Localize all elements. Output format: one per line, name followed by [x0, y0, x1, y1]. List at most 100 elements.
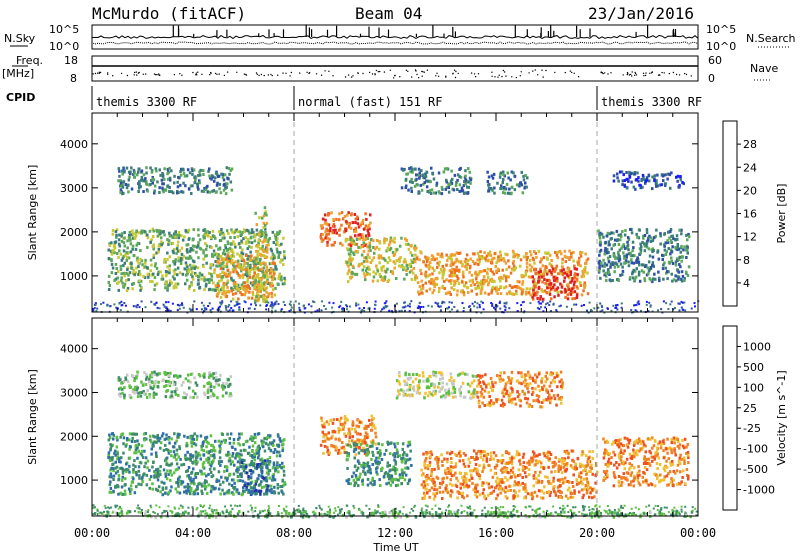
echo-cell [430, 280, 433, 283]
echo-cell [437, 190, 440, 194]
nave-dot [223, 74, 226, 77]
nave-dot [534, 69, 536, 71]
echo-cell [249, 437, 252, 441]
echo-cell [137, 170, 140, 174]
echo-cell [184, 458, 188, 462]
echo-cell [242, 489, 245, 493]
echo-cell [273, 262, 276, 266]
echo-cell [167, 451, 171, 455]
ground-scatter-cell [92, 309, 95, 312]
echo-cell [223, 252, 227, 256]
echo-cell [123, 468, 126, 472]
echo-cell [144, 177, 147, 181]
echo-cell [132, 168, 136, 172]
echo-cell [372, 275, 376, 279]
nave-dot [344, 76, 347, 78]
echo-cell [652, 277, 655, 281]
echo-cell [197, 275, 201, 279]
echo-cell [181, 480, 185, 484]
ground-scatter-cell [363, 307, 365, 309]
echo-cell [581, 269, 584, 273]
echo-cell [667, 247, 670, 251]
echo-cell [227, 257, 231, 261]
echo-cell [617, 265, 620, 269]
nave-dot [158, 73, 160, 75]
echo-cell [363, 434, 367, 438]
echo-cell [420, 188, 424, 192]
echo-cell [250, 492, 253, 496]
echo-cell [503, 187, 506, 191]
ground-scatter-cell [320, 309, 323, 312]
echo-cell [266, 459, 269, 463]
echo-cell [283, 481, 286, 485]
echo-cell [231, 248, 234, 252]
ground-scatter-cell [677, 302, 680, 305]
echo-cell [432, 177, 436, 181]
ground-scatter-cell [404, 309, 406, 312]
echo-cell [379, 275, 382, 278]
nave-dot [690, 75, 692, 77]
echo-cell [252, 274, 255, 278]
echo-cell [636, 258, 639, 262]
echo-cell [637, 260, 641, 264]
echo-cell [253, 239, 257, 243]
echo-cell [270, 256, 273, 260]
echo-cell [606, 248, 609, 252]
echo-cell [270, 291, 273, 295]
echo-cell [553, 283, 556, 287]
echo-cell [141, 229, 144, 233]
echo-cell [236, 479, 240, 483]
echo-cell [269, 448, 272, 452]
echo-cell [281, 447, 285, 451]
echo-cell [487, 252, 490, 256]
echo-cell [183, 391, 186, 395]
echo-cell [133, 459, 136, 463]
echo-cell [136, 259, 139, 263]
ground-scatter-cell [381, 308, 384, 311]
nave-dot [445, 75, 447, 77]
echo-cell [138, 283, 142, 287]
echo-cell [213, 253, 217, 257]
echo-cell [176, 191, 179, 195]
echo-cell [560, 269, 563, 273]
echo-cell [463, 191, 466, 195]
nave-dot [383, 71, 386, 73]
ground-scatter-cell [288, 310, 291, 312]
nave-dot [158, 74, 160, 76]
echo-cell [521, 191, 525, 195]
echo-cell [629, 228, 632, 231]
echo-cell [376, 239, 379, 242]
echo-cell [278, 438, 282, 441]
echo-cell [414, 248, 417, 252]
echo-cell [133, 175, 136, 179]
echo-cell [635, 178, 639, 181]
echo-cell [537, 279, 541, 283]
echo-cell [166, 448, 170, 452]
echo-cell [617, 251, 620, 254]
nave-dot [422, 71, 424, 73]
echo-cell [145, 473, 149, 477]
echo-cell [109, 480, 112, 484]
echo-cell [369, 221, 372, 225]
echo-cell [188, 489, 191, 493]
echo-cell [139, 288, 142, 292]
echo-cell [414, 274, 417, 278]
echo-cell [143, 371, 146, 375]
echo-cell [121, 169, 124, 173]
echo-cell [179, 457, 182, 461]
echo-cell [489, 279, 492, 282]
echo-cell [230, 228, 233, 232]
echo-cell [225, 391, 228, 395]
echo-cell [327, 232, 331, 236]
echo-cell [146, 236, 150, 240]
echo-cell [256, 477, 259, 481]
echo-cell [160, 277, 163, 281]
echo-cell [380, 266, 383, 270]
echo-cell [405, 172, 408, 176]
echo-cell [564, 295, 567, 299]
ground-scatter-cell [417, 305, 420, 308]
echo-cell [478, 270, 481, 274]
echo-cell [239, 461, 242, 465]
ground-scatter-cell [504, 306, 507, 309]
ground-scatter-cell [158, 307, 161, 310]
